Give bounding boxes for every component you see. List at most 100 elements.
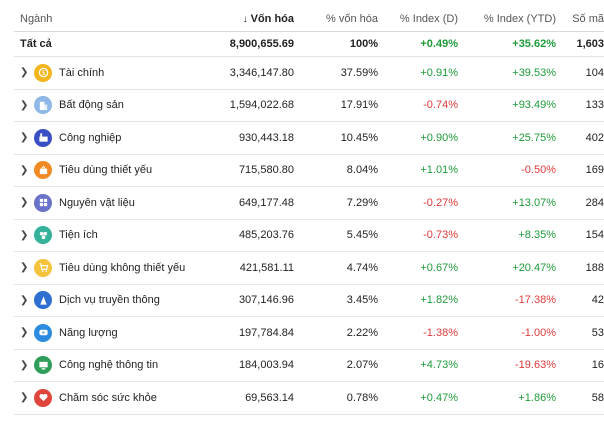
count-cell: 133 [562, 89, 604, 122]
header-name[interactable]: Ngành [14, 6, 204, 32]
chevron-right-icon[interactable]: ❯ [20, 359, 29, 371]
chevron-right-icon[interactable]: ❯ [20, 197, 29, 209]
cap-cell: 69,563.14 [204, 381, 300, 415]
industry-name-cell[interactable]: ❯ Công nghệ thông tin [14, 349, 204, 382]
index-d-cell: +1.82% [384, 284, 464, 317]
industry-name: Chăm sóc sức khỏe [59, 391, 157, 404]
chevron-right-icon[interactable]: ❯ [20, 99, 29, 111]
cap-cell: 930,443.18 [204, 121, 300, 155]
index-d-cell: +4.73% [384, 349, 464, 382]
sort-down-arrow-icon: ↓ [242, 13, 248, 25]
header-index-ytd[interactable]: % Index (YTD) [464, 6, 562, 32]
table-row[interactable]: ❯ Tiêu dùng không thiết yếu 421,581.11 4.74… [14, 251, 604, 285]
count-cell: 284 [562, 186, 604, 220]
header-cap[interactable]: ↓ Vốn hóa [204, 6, 300, 32]
chevron-right-icon[interactable]: ❯ [20, 132, 29, 144]
count-cell: 53 [562, 316, 604, 350]
cap-pct-cell: 7.29% [300, 186, 384, 220]
industry-name: Dịch vụ truyền thông [59, 294, 160, 307]
total-count: 1,603 [562, 31, 604, 57]
index-ytd-cell: +93.49% [464, 89, 562, 122]
table-row[interactable]: ❯ Công nghiệp 930,443.18 10.45% +0.90% +25.75… [14, 121, 604, 155]
index-d-cell: -0.27% [384, 186, 464, 220]
cap-cell: 715,580.80 [204, 154, 300, 187]
table-row[interactable]: ❯ $ Tài chính 3,346,147.80 37.59% +0.91% +39.5… [14, 56, 604, 90]
cap-cell: 184,003.94 [204, 349, 300, 382]
industry-name-cell[interactable]: ❯ Bất động sản [14, 89, 204, 122]
table-row[interactable]: ❯ Nguyên vật liệu 649,177.48 7.29% -0.27% +13… [14, 186, 604, 220]
index-ytd-cell: -19.63% [464, 349, 562, 382]
industry-name-cell[interactable]: ❯ Tiêu dùng thiết yếu [14, 154, 204, 187]
industry-name: Tài chính [59, 66, 105, 79]
cap-pct-cell: 4.74% [300, 251, 384, 285]
cap-pct-cell: 2.22% [300, 316, 384, 350]
industry-name: Nguyên vật liệu [59, 196, 135, 209]
index-ytd-cell: +1.86% [464, 381, 562, 415]
cap-pct-cell: 5.45% [300, 219, 384, 252]
chevron-right-icon[interactable]: ❯ [20, 262, 29, 274]
count-cell: 58 [562, 381, 604, 415]
industry-name-cell[interactable]: ❯ Công nghiệp [14, 121, 204, 155]
industry-name: Tiêu dùng thiết yếu [59, 164, 153, 177]
index-ytd-cell: +20.47% [464, 251, 562, 285]
total-name: Tất cả [14, 31, 204, 57]
industry-table: Ngành ↓ Vốn hóa % vốn hóa % Index (D) % I… [14, 6, 604, 415]
utility-icon [34, 226, 52, 245]
table-row[interactable]: ❯ Chăm sóc sức khỏe 69,563.14 0.78% +0.47% +1… [14, 381, 604, 415]
industry-name-cell[interactable]: ❯ Nguyên vật liệu [14, 186, 204, 220]
industry-name-cell[interactable]: ❯ Dịch vụ truyền thông [14, 284, 204, 317]
index-ytd-cell: -1.00% [464, 316, 562, 350]
chevron-right-icon[interactable]: ❯ [20, 229, 29, 241]
table-header-row: Ngành ↓ Vốn hóa % vốn hóa % Index (D) % I… [14, 6, 604, 32]
industry-name-cell[interactable]: ❯ Tiện ích [14, 219, 204, 252]
table-row[interactable]: ❯ Công nghệ thông tin 184,003.94 2.07% +4.73… [14, 349, 604, 382]
table-row[interactable]: ❯ Dịch vụ truyền thông 307,146.96 3.45% +1.8… [14, 284, 604, 317]
table-row[interactable]: ❯ Tiện ích 485,203.76 5.45% -0.73% +8.35% 154 [14, 219, 604, 252]
industry-name-cell[interactable]: ❯ Năng lượng [14, 316, 204, 350]
table-row[interactable]: ❯ Năng lượng 197,784.84 2.22% -1.38% -1.00% 53 [14, 316, 604, 350]
header-cap-label: Vốn hóa [250, 12, 294, 25]
total-row: Tất cả 8,900,655.69 100% +0.49% +35.62% … [14, 31, 604, 57]
total-index-d: +0.49% [384, 31, 464, 57]
index-d-cell: +0.47% [384, 381, 464, 415]
industry-name-cell[interactable]: ❯ $ Tài chính [14, 56, 204, 90]
industry-name-cell[interactable]: ❯ Tiêu dùng không thiết yếu [14, 251, 204, 285]
table-row[interactable]: ❯ Bất động sản 1,594,022.68 17.91% -0.74% +93… [14, 89, 604, 122]
energy-icon [34, 323, 52, 342]
index-ytd-cell: +25.75% [464, 121, 562, 155]
index-d-cell: -0.74% [384, 89, 464, 122]
chevron-right-icon[interactable]: ❯ [20, 164, 29, 176]
header-count[interactable]: Số mã [562, 6, 604, 32]
cap-pct-cell: 17.91% [300, 89, 384, 122]
chevron-right-icon[interactable]: ❯ [20, 67, 29, 79]
header-cap-pct[interactable]: % vốn hóa [300, 6, 384, 32]
count-cell: 42 [562, 284, 604, 317]
industry-name: Bất động sản [59, 99, 124, 112]
count-cell: 188 [562, 251, 604, 285]
index-d-cell: +1.01% [384, 154, 464, 187]
table-row[interactable]: ❯ Tiêu dùng thiết yếu 715,580.80 8.04% +1.01… [14, 154, 604, 187]
heart-icon [34, 388, 52, 407]
cap-pct-cell: 37.59% [300, 56, 384, 90]
cap-pct-cell: 2.07% [300, 349, 384, 382]
index-d-cell: +0.67% [384, 251, 464, 285]
industry-name-cell[interactable]: ❯ Chăm sóc sức khỏe [14, 381, 204, 415]
chevron-right-icon[interactable]: ❯ [20, 294, 29, 306]
industry-name: Tiêu dùng không thiết yếu [59, 261, 186, 274]
cap-cell: 485,203.76 [204, 219, 300, 252]
chevron-right-icon[interactable]: ❯ [20, 392, 29, 404]
chevron-right-icon[interactable]: ❯ [20, 327, 29, 339]
factory-icon [34, 128, 52, 147]
materials-icon [34, 193, 52, 212]
cap-cell: 1,594,022.68 [204, 89, 300, 122]
industry-name: Năng lượng [59, 326, 118, 339]
index-d-cell: +0.91% [384, 56, 464, 90]
basket-icon [34, 161, 52, 180]
index-ytd-cell: +13.07% [464, 186, 562, 220]
cap-cell: 421,581.11 [204, 251, 300, 285]
count-cell: 16 [562, 349, 604, 382]
computer-icon [34, 356, 52, 375]
header-index-d[interactable]: % Index (D) [384, 6, 464, 32]
cap-pct-cell: 0.78% [300, 381, 384, 415]
index-ytd-cell: +39.53% [464, 56, 562, 90]
